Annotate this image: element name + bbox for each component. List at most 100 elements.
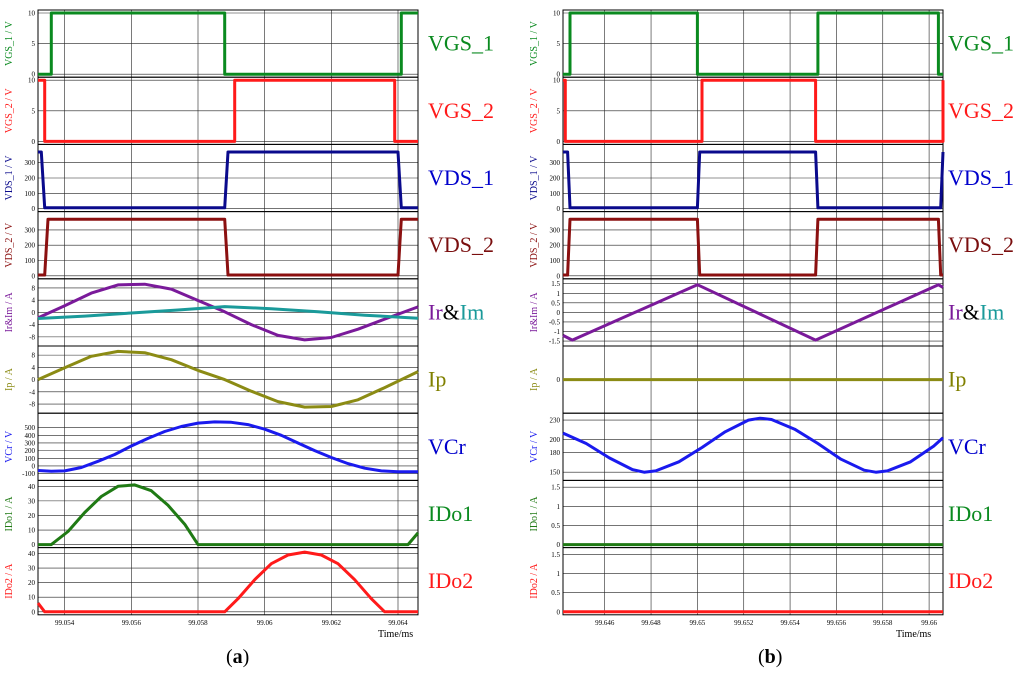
- y-axis-label: IDo2 / A: [529, 563, 540, 599]
- y-tick-label: 0: [557, 608, 561, 616]
- panel-a-0: 0 5 10 VGS_1 / V VGS_1: [4, 9, 494, 79]
- y-tick-label: 30: [28, 565, 36, 573]
- y-tick-label: 40: [28, 550, 36, 558]
- y-axis-label: VGS_1 / V: [4, 20, 15, 66]
- y-axis-label: IDo2 / A: [4, 563, 15, 599]
- x-tick-label: 99.054: [55, 619, 75, 627]
- y-tick-label: 4: [32, 364, 36, 372]
- y-tick-label: 1: [557, 503, 561, 511]
- legend-label: Ir&Im: [948, 299, 1004, 324]
- caption-a-close: ): [242, 646, 250, 668]
- y-tick-label: 10: [28, 594, 36, 602]
- panel-b-0: 0 5 10 VGS_1 / V VGS_1: [529, 9, 1014, 79]
- legend-label: Ir&Im: [428, 299, 484, 324]
- legend-part: VDS_1: [428, 165, 494, 190]
- legend-label: VGS_1: [428, 31, 494, 56]
- y-tick-label: 1.5: [551, 551, 560, 559]
- legend-part: IDo2: [948, 568, 993, 593]
- caption-b-open: (: [758, 646, 765, 668]
- y-tick-label: 5: [32, 40, 36, 48]
- legend-label: VDS_2: [948, 232, 1014, 257]
- legend-part: Ir: [948, 299, 963, 324]
- caption-a-open: (: [226, 646, 233, 668]
- y-tick-label: 10: [553, 10, 561, 18]
- y-tick-label: 500: [25, 424, 36, 432]
- y-tick-label: 0: [32, 138, 36, 146]
- y-tick-label: 100: [550, 257, 561, 265]
- x-tick-label: 99.648: [641, 619, 661, 627]
- series-vgs-1: [563, 11, 943, 76]
- y-tick-label: 1: [557, 290, 561, 298]
- y-axis-label: Ir&Im / A: [529, 292, 540, 333]
- panel-b-1: 0 5 10 VGS_2 / V VGS_2: [529, 76, 1014, 146]
- y-tick-label: 0: [557, 272, 561, 280]
- y-tick-label: 0: [32, 71, 36, 79]
- y-tick-label: 0: [557, 138, 561, 146]
- legend-part: VCr: [948, 434, 987, 459]
- y-tick-label: 0: [32, 462, 36, 470]
- y-tick-label: 1.5: [551, 280, 560, 288]
- y-tick-label: 0: [32, 608, 36, 616]
- panel-frame: [37, 479, 419, 549]
- y-tick-label: 300: [25, 439, 36, 447]
- x-tick-label: 99.652: [734, 619, 754, 627]
- y-tick-label: 8: [32, 284, 36, 292]
- y-tick-label: 200: [25, 447, 36, 455]
- y-tick-label: 0: [32, 309, 36, 317]
- panel-a-5: -8 -4 0 4 8 Ip / A Ip: [4, 345, 446, 414]
- y-tick-label: 0.5: [551, 522, 560, 530]
- y-tick-label: 5: [32, 107, 36, 115]
- y-tick-label: 40: [28, 483, 36, 491]
- y-tick-label: 100: [25, 257, 36, 265]
- series-im: [37, 305, 419, 320]
- y-axis-label: IDo1 / A: [529, 496, 540, 532]
- y-axis-label: VDS_1 / V: [4, 155, 15, 201]
- y-tick-label: 300: [550, 226, 561, 234]
- y-tick-label: 4: [32, 297, 36, 305]
- legend-part: IDo1: [428, 501, 473, 526]
- legend-part: VGS_2: [948, 98, 1014, 123]
- y-axis-label: VGS_2 / V: [529, 88, 540, 134]
- y-tick-label: -4: [29, 321, 35, 329]
- y-axis-label: VCr / V: [4, 430, 15, 463]
- y-tick-label: 10: [28, 10, 36, 18]
- series-vgs-2: [563, 78, 945, 143]
- y-tick-label: 200: [25, 242, 36, 250]
- x-tick-label: 99.658: [873, 619, 893, 627]
- legend-part: VGS_1: [948, 31, 1014, 56]
- y-tick-label: 1: [557, 570, 561, 578]
- y-tick-label: -4: [29, 388, 35, 396]
- y-tick-label: 20: [28, 512, 36, 520]
- x-tick-label: 99.064: [388, 619, 408, 627]
- panel-a-2: 0 100 200 300 VDS_1 / V VDS_1: [4, 143, 494, 213]
- y-tick-label: 30: [28, 497, 36, 505]
- panel-b-4: -1.5 -1 -0.50 0.51 1.5 Ir&Im / A Ir&Im: [529, 278, 1004, 347]
- series-ir: [37, 282, 419, 342]
- y-tick-label: 200: [25, 175, 36, 183]
- caption-b-letter: b: [764, 646, 776, 668]
- y-axis-label: VGS_2 / V: [4, 88, 15, 134]
- y-tick-label: 100: [25, 190, 36, 198]
- y-tick-label: 10: [28, 527, 36, 535]
- series-vds-1: [563, 150, 945, 210]
- y-tick-label: 5: [557, 107, 561, 115]
- y-tick-label: 200: [550, 175, 561, 183]
- y-tick-label: -0.5: [549, 318, 561, 326]
- series-vgs-2: [38, 78, 418, 143]
- panel-a-7: 0 10 20 30 40 IDo1 / A IDo1: [4, 479, 473, 549]
- panel-b-7: 0 0.5 1 1.5 IDo1 / A IDo1: [529, 479, 993, 549]
- y-tick-label: 300: [25, 159, 36, 167]
- legend-part: VCr: [428, 434, 467, 459]
- legend-part: VDS_2: [948, 232, 1014, 257]
- legend-label: VDS_1: [948, 165, 1014, 190]
- legend-part: &: [443, 299, 460, 324]
- x-tick-label: 99.656: [827, 619, 847, 627]
- panel-a-4: -8 -4 0 4 8 Ir&Im / A Ir&Im: [4, 278, 484, 347]
- y-tick-label: 0: [32, 376, 36, 384]
- y-tick-label: 150: [550, 469, 561, 477]
- legend-label: IDo2: [948, 568, 993, 593]
- y-tick-label: 1.5: [551, 484, 560, 492]
- x-tick-label: 99.058: [188, 619, 208, 627]
